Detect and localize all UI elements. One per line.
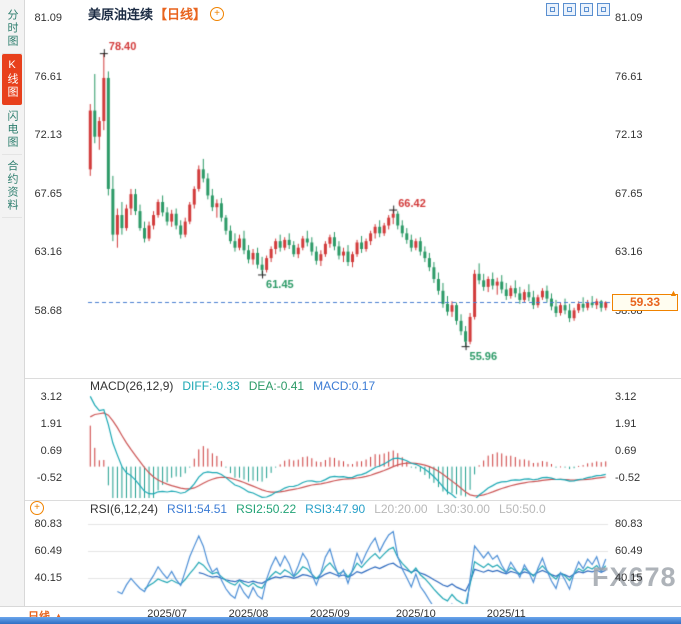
- panel-separator: [25, 378, 681, 379]
- rsi-l30-value: L30:30.00: [436, 502, 490, 516]
- rsi1-value: RSI1:54.51: [167, 502, 228, 516]
- macd-dea-value: DEA:-0.41: [248, 379, 305, 393]
- rsi2-value: RSI2:50.22: [236, 502, 297, 516]
- horizontal-scrollbar[interactable]: [0, 617, 681, 624]
- rsi3-value: RSI3:47.90: [305, 502, 366, 516]
- popout-tool-icon[interactable]: [597, 3, 610, 16]
- rsi-indicator-label[interactable]: RSI(6,12,24): [90, 502, 159, 516]
- period-tag[interactable]: 【日线】: [154, 7, 207, 22]
- rsi-l20-value: L20:20.00: [374, 502, 428, 516]
- chart-header: 美原油连续 【日线】 +: [88, 4, 225, 23]
- chart-toolbar: [546, 3, 610, 16]
- add-indicator-icon[interactable]: +: [210, 6, 225, 21]
- sidebar: 分时图 K线图 闪电图 合约资料: [0, 0, 25, 617]
- x-axis: 2025/07 2025/08 2025/09 2025/10 2025/11: [0, 606, 681, 620]
- macd-header: MACD(26,12,9) DIFF:-0.33 DEA:-0.41 MACD:…: [90, 379, 375, 393]
- macd-macd-value: MACD:0.17: [313, 379, 376, 393]
- add-subchart-icon[interactable]: +: [30, 501, 44, 515]
- macd-indicator-label[interactable]: MACD(26,12,9): [90, 379, 174, 393]
- sidebar-item-kline-chart[interactable]: K线图: [2, 54, 22, 105]
- watermark: FX678: [592, 562, 677, 592]
- current-price-label: 59.33: [612, 294, 678, 312]
- sidebar-item-time-chart[interactable]: 分时图: [2, 4, 22, 54]
- draw-tool-icon[interactable]: [563, 3, 576, 16]
- crosshair-tool-icon[interactable]: [546, 3, 559, 16]
- sidebar-item-lightning-chart[interactable]: 闪电图: [2, 105, 22, 155]
- price-up-arrow-icon: ▲: [669, 288, 678, 299]
- panel-separator: [25, 500, 681, 501]
- rsi-header: RSI(6,12,24) RSI1:54.51 RSI2:50.22 RSI3:…: [90, 502, 546, 516]
- symbol-title: 美原油连续: [88, 7, 154, 22]
- sidebar-item-contract-info[interactable]: 合约资料: [2, 155, 22, 218]
- rsi-l50-value: L50:50.0: [498, 502, 546, 516]
- macd-diff-value: DIFF:-0.33: [182, 379, 240, 393]
- indicator-tool-icon[interactable]: [580, 3, 593, 16]
